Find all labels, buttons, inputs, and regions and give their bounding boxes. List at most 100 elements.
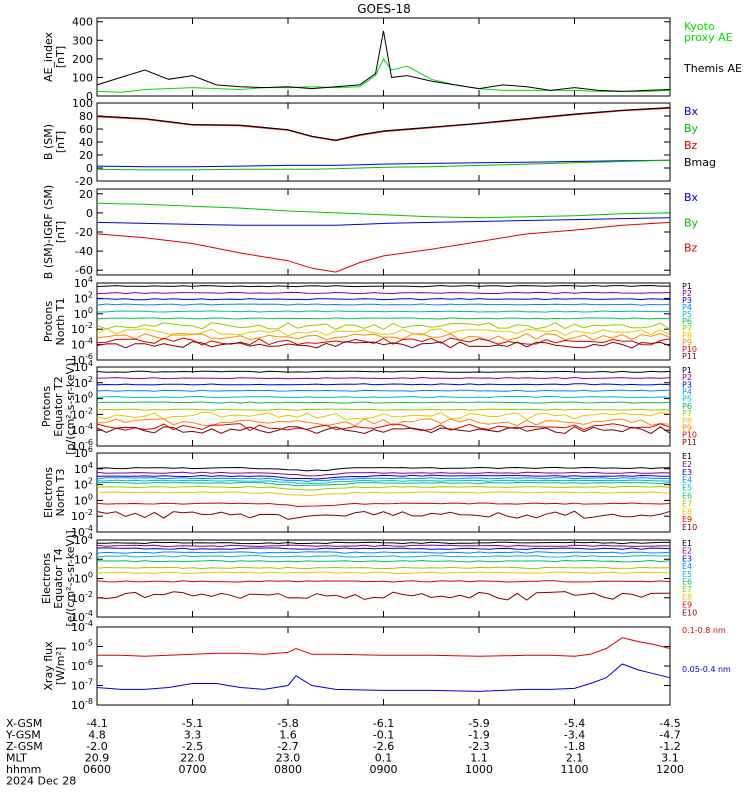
legend-label: P4 xyxy=(682,388,692,397)
legend-label: P11 xyxy=(682,352,697,361)
panel-xray: 10-8 10-7 10-6 10-5 10-4 Xray flux [W/m²] 0.1-0… xyxy=(42,619,731,712)
panel-bdiff: -60 -40 -20 0 20 B (SM)-IGRF (SM) [nT] Bx By Bz xyxy=(42,185,699,279)
panel-frame xyxy=(96,17,671,97)
axis-row-value: 3.1 xyxy=(661,752,679,765)
series-line-e5 xyxy=(96,479,670,484)
legend-label: E9 xyxy=(682,515,692,524)
series-line-kyoto-proxy-ae xyxy=(96,57,671,93)
series-line-themis-ae xyxy=(96,30,671,92)
y-axis-label: Equator T2 xyxy=(52,376,65,436)
y-tick-label: 10-2 xyxy=(71,321,93,336)
axis-row-value: 3.3 xyxy=(184,729,202,742)
axis-row-value: 1200 xyxy=(656,763,684,776)
series-line-p8 xyxy=(96,411,671,421)
legend-label: P10 xyxy=(682,431,697,440)
series-line-p2 xyxy=(96,376,671,380)
y-tick-label: 0 xyxy=(86,207,93,220)
axis-row-value: -5.8 xyxy=(277,717,298,730)
axis-row-label: Z-GSM xyxy=(6,740,43,753)
axis-row-value: 0900 xyxy=(370,763,398,776)
y-tick-label: 10-4 xyxy=(71,619,93,634)
legend-label: Themis AE xyxy=(683,62,742,75)
legend-label: E2 xyxy=(682,547,692,556)
series-group xyxy=(96,107,671,171)
series-line-p9 xyxy=(96,332,671,341)
y-tick-label: 40 xyxy=(79,136,93,149)
legend-label: P2 xyxy=(682,289,692,298)
axis-row-value: -5.1 xyxy=(182,717,203,730)
legend-label: Kyoto xyxy=(684,20,715,33)
legend-label: P8 xyxy=(682,416,692,425)
series-group xyxy=(96,284,671,349)
y-axis-label: Protons xyxy=(42,301,55,342)
axis-row-value: 1000 xyxy=(465,763,493,776)
series-line-p1 xyxy=(96,284,670,288)
series-line-by xyxy=(96,202,671,219)
axis-row-value: -2.3 xyxy=(468,740,489,753)
legend-label: Bz xyxy=(684,139,698,152)
axis-row-value: -6.1 xyxy=(373,717,394,730)
panel-frame xyxy=(96,188,671,276)
series-line-e8 xyxy=(96,571,671,574)
legend-label: E6 xyxy=(682,492,692,501)
legend-label: E7 xyxy=(682,585,692,594)
series-line-p10 xyxy=(96,337,671,346)
ephemeris-axis: X-GSM -4.1 -5.1 -5.8 -6.1 -5.9 -5.4 -4.5 Y-GSM 4.… xyxy=(5,717,684,788)
legend-label: E4 xyxy=(682,562,692,571)
series-line-e3 xyxy=(96,474,671,480)
series-line-e9 xyxy=(96,502,671,508)
series-line-p7 xyxy=(96,408,671,411)
legend-label: proxy AE xyxy=(684,31,733,44)
axis-row-value: 22.0 xyxy=(180,752,205,765)
axis-row-value: 20.9 xyxy=(85,752,110,765)
series-line-0-05-0-4-nm xyxy=(96,663,671,692)
y-tick-label: 10-5 xyxy=(71,639,93,654)
legend: Bx By Bz Bmag xyxy=(684,105,716,169)
y-axis-label: Electrons xyxy=(42,467,55,518)
legend-label: P2 xyxy=(682,373,692,382)
legend-label: P10 xyxy=(682,345,697,354)
series-line-e6 xyxy=(96,559,671,563)
axis-row-value: -5.4 xyxy=(564,717,585,730)
legend-label: P7 xyxy=(682,409,692,418)
axis-row-value: 0800 xyxy=(274,763,302,776)
legend-label: P4 xyxy=(682,303,692,312)
series-group xyxy=(96,370,671,435)
y-axis-label: [nT] xyxy=(54,131,67,153)
series-line-p11 xyxy=(96,341,671,349)
axis-row-value: 0700 xyxy=(179,763,207,776)
legend-label: E1 xyxy=(682,452,692,461)
series-line-e2 xyxy=(96,471,671,477)
y-axis-label: B (SM) xyxy=(42,124,55,160)
y-axis-label: [nT] xyxy=(54,221,67,243)
y-tick-label: -40 xyxy=(75,245,93,258)
y-tick-label: -20 xyxy=(75,175,93,188)
series-line-p7 xyxy=(96,322,671,331)
series-line-e1 xyxy=(97,541,671,545)
series-line-0-1-0-8-nm xyxy=(97,637,671,657)
axis-row-value: 0600 xyxy=(83,763,111,776)
legend-label: E6 xyxy=(682,578,692,587)
series-line-p6 xyxy=(96,401,671,404)
panel-frame xyxy=(96,282,671,361)
axis-row-value: -2.5 xyxy=(182,740,203,753)
axis-row-value: -1.2 xyxy=(659,740,680,753)
axis-row-value: -4.5 xyxy=(659,717,680,730)
series-line-e4 xyxy=(96,477,670,482)
y-axis-label: [nT] xyxy=(54,46,67,68)
y-tick-label: 20 xyxy=(79,188,93,201)
series-line-bx xyxy=(96,217,671,226)
axis-row-label: X-GSM xyxy=(6,717,42,730)
series-group xyxy=(96,466,671,520)
date-label: 2024 Dec 28 xyxy=(6,775,76,788)
series-line-p5 xyxy=(96,310,671,313)
y-tick-label: 100 xyxy=(74,492,93,507)
y-tick-label: 100 xyxy=(72,97,93,110)
axis-row-label: MLT xyxy=(6,752,27,765)
axis-row-value: -4.1 xyxy=(86,717,107,730)
